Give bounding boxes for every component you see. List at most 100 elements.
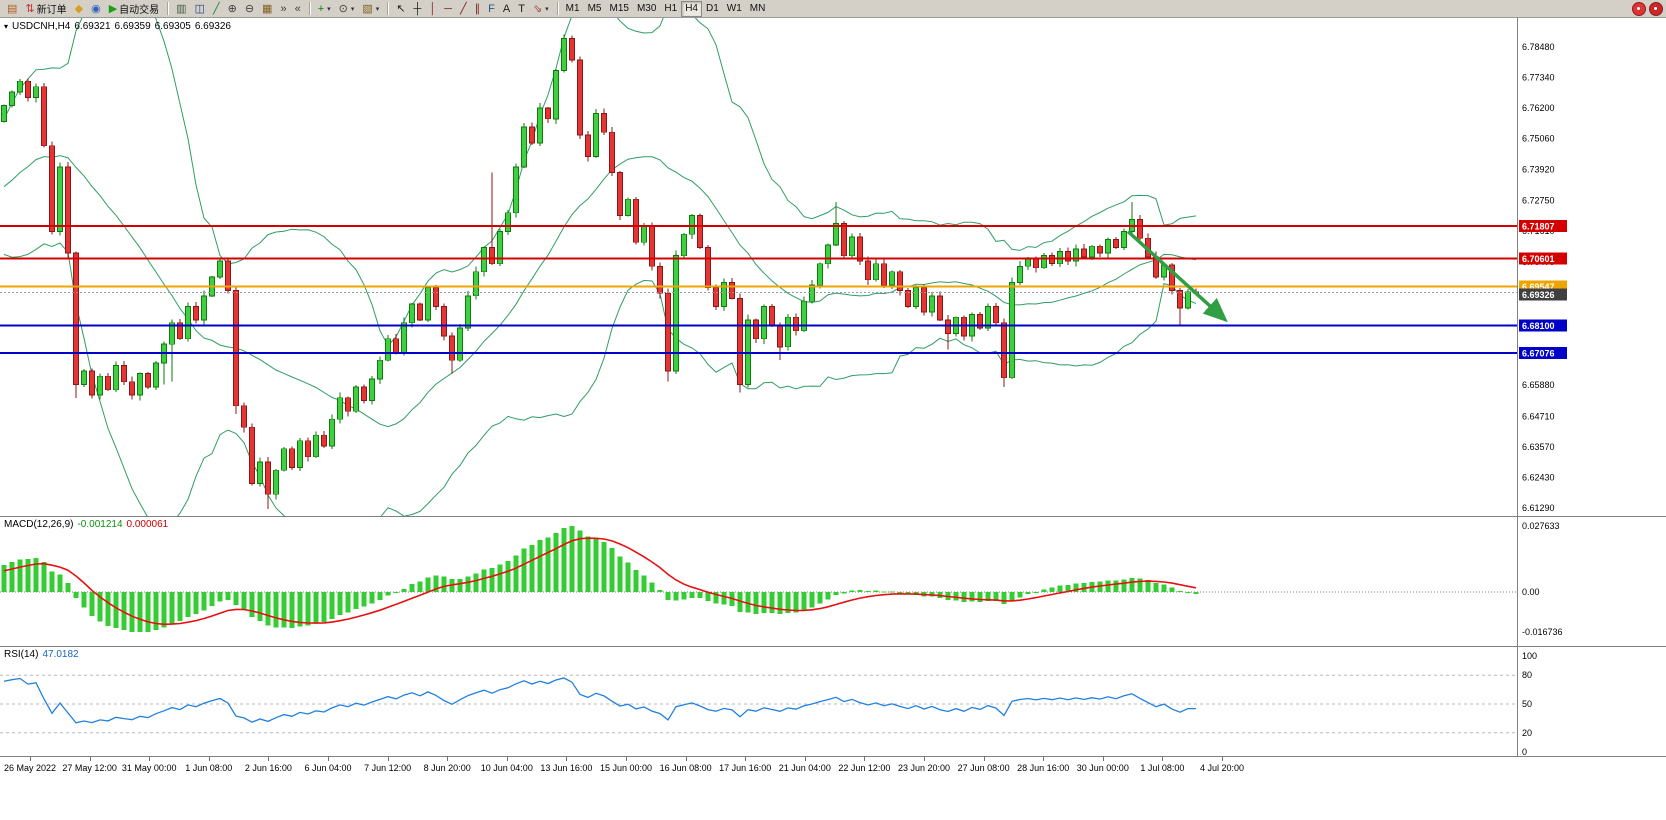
notification-icon-1[interactable] <box>1632 2 1646 16</box>
time-label: 7 Jun 12:00 <box>364 763 412 773</box>
cursor-button[interactable]: ↖ <box>392 1 409 17</box>
trendline-icon: ╱ <box>460 2 467 15</box>
timeframe-m5-label: M5 <box>587 3 602 14</box>
time-axis[interactable]: 26 May 2022 27 May 12:00 31 May 00:00 1 Jun… <box>0 756 1666 781</box>
time-label: 8 Jun 20:00 <box>423 763 471 773</box>
timeframe-m30[interactable]: M30 <box>633 1 660 17</box>
new-order-button[interactable]: ⇅ 新订单 <box>21 1 70 17</box>
timeframe-m15[interactable]: M15 <box>605 1 632 17</box>
arrows-icon: ⇘ <box>532 2 543 15</box>
line-chart-icon: ╱ <box>212 2 220 15</box>
time-label: 1 Jun 08:00 <box>185 763 233 773</box>
svg-text:6.72750: 6.72750 <box>1522 196 1555 206</box>
price-axis[interactable]: 6.78480 6.77340 6.76200 6.75060 6.73920 6.727… <box>1522 42 1555 513</box>
timeframe-h1-label: H1 <box>664 3 678 14</box>
time-tick <box>506 757 508 761</box>
label-button[interactable]: T <box>514 1 529 17</box>
timeframe-m15-label: M15 <box>609 3 629 14</box>
timeframe-h4[interactable]: H4 <box>681 0 702 17</box>
timeframe-mn[interactable]: MN <box>746 1 770 17</box>
timeframe-w1[interactable]: W1 <box>723 1 746 17</box>
time-tick <box>745 757 747 761</box>
svg-text:6.69326: 6.69326 <box>1522 290 1555 300</box>
rsi-panel[interactable]: 100 80 50 20 0 <box>0 646 1666 756</box>
mql-wizard-button[interactable]: ◆ <box>71 1 87 17</box>
text-button[interactable]: A <box>499 1 514 17</box>
data-window-button[interactable]: ◉ <box>87 1 105 17</box>
svg-text:50: 50 <box>1522 699 1532 709</box>
line-chart-button[interactable]: ╱ <box>209 1 224 17</box>
toolbar-right-icons <box>1629 2 1663 16</box>
candlestick-chart-button[interactable]: ◫ <box>191 1 209 17</box>
time-label: 4 Jul 20:00 <box>1199 763 1245 773</box>
time-tick <box>89 757 91 761</box>
autotrading-icon: ▶ <box>108 2 118 15</box>
vertical-line-button[interactable]: │ <box>425 1 440 17</box>
new-chart-button[interactable]: ▤ <box>3 1 21 17</box>
timeframe-d1[interactable]: D1 <box>702 1 723 17</box>
time-label: 16 Jun 08:00 <box>659 763 712 773</box>
zoom-out-button[interactable]: ⊖ <box>241 1 258 17</box>
timeframe-h1[interactable]: H1 <box>660 1 681 17</box>
time-tick <box>387 757 389 761</box>
macd-main-value: -0.001214 <box>77 519 123 530</box>
arrows-button[interactable]: ⇘ ▾ <box>529 1 553 17</box>
svg-text:100: 100 <box>1522 651 1537 661</box>
macd-axis[interactable]: 0.027633 0.00 -0.016736 <box>1522 521 1563 637</box>
templates-button[interactable]: ▧ ▾ <box>358 1 383 17</box>
time-label: 21 Jun 04:00 <box>778 763 831 773</box>
time-label: 2 Jun 16:00 <box>244 763 292 773</box>
svg-text:6.71807: 6.71807 <box>1522 222 1555 232</box>
fibonacci-button[interactable]: F <box>484 1 499 17</box>
timeframe-m1[interactable]: M1 <box>562 1 584 17</box>
rsi-value: 47.0182 <box>42 649 79 660</box>
data-window-icon: ◉ <box>91 2 101 15</box>
indicators-dropdown-icon: ▾ <box>327 5 331 13</box>
fibonacci-icon: F <box>488 2 495 15</box>
autotrading-button[interactable]: ▶ 自动交易 <box>105 1 163 17</box>
horizontal-line-button[interactable]: ─ <box>440 1 456 17</box>
time-tick <box>685 757 687 761</box>
tile-windows-button[interactable]: ▦ <box>258 1 276 17</box>
trend-arrow[interactable] <box>1126 230 1228 323</box>
indicators-button[interactable]: + ▾ <box>314 1 335 17</box>
time-tick <box>864 757 866 761</box>
time-label: 10 Jun 04:00 <box>480 763 533 773</box>
auto-scroll-button[interactable]: » <box>276 1 290 17</box>
channel-icon: ∥ <box>474 2 481 15</box>
time-label: 27 May 12:00 <box>62 763 117 773</box>
bar-chart-button[interactable]: ▥ <box>172 1 190 17</box>
notification-icon-2[interactable] <box>1649 2 1663 16</box>
zoom-out-icon: ⊖ <box>244 2 255 15</box>
chart-shift-icon: « <box>294 2 301 15</box>
time-label: 22 Jun 12:00 <box>838 763 891 773</box>
periods-button[interactable]: ⊙ ▾ <box>335 1 359 17</box>
horizontal-lines[interactable] <box>0 225 1517 354</box>
timeframe-w1-label: W1 <box>726 3 742 14</box>
time-tick <box>328 757 329 761</box>
crosshair-button[interactable]: ┼ <box>410 1 426 17</box>
templates-dropdown-icon: ▾ <box>375 5 380 13</box>
trendline-button[interactable]: ╱ <box>456 1 471 17</box>
rsi-axis[interactable]: 100 80 50 20 0 <box>1522 651 1537 756</box>
candles <box>1 34 1199 510</box>
timeframe-m5[interactable]: M5 <box>584 1 606 17</box>
rsi-info: RSI(14) 47.0182 <box>4 649 83 660</box>
time-tick <box>1162 757 1164 761</box>
indicators-icon: + <box>317 2 325 15</box>
macd-panel[interactable]: 0.027633 0.00 -0.016736 <box>0 516 1666 646</box>
chart-shift-button[interactable]: « <box>291 1 305 17</box>
svg-text:6.65880: 6.65880 <box>1522 380 1555 390</box>
price-chart[interactable]: 6.78480 6.77340 6.76200 6.75060 6.73920 6.727… <box>0 18 1666 516</box>
channel-button[interactable]: ∥ <box>471 1 485 17</box>
time-label: 31 May 00:00 <box>121 763 177 773</box>
toolbar-separator <box>387 2 389 15</box>
ohlc-open: 6.69321 <box>74 21 111 32</box>
periods-icon: ⊙ <box>338 2 348 15</box>
new-order-button-label: 新订单 <box>36 5 67 16</box>
templates-icon: ▧ <box>362 2 373 15</box>
zoom-in-button[interactable]: ⊕ <box>224 1 241 17</box>
svg-text:0: 0 <box>1522 747 1527 756</box>
toolbar-separator <box>167 2 169 15</box>
